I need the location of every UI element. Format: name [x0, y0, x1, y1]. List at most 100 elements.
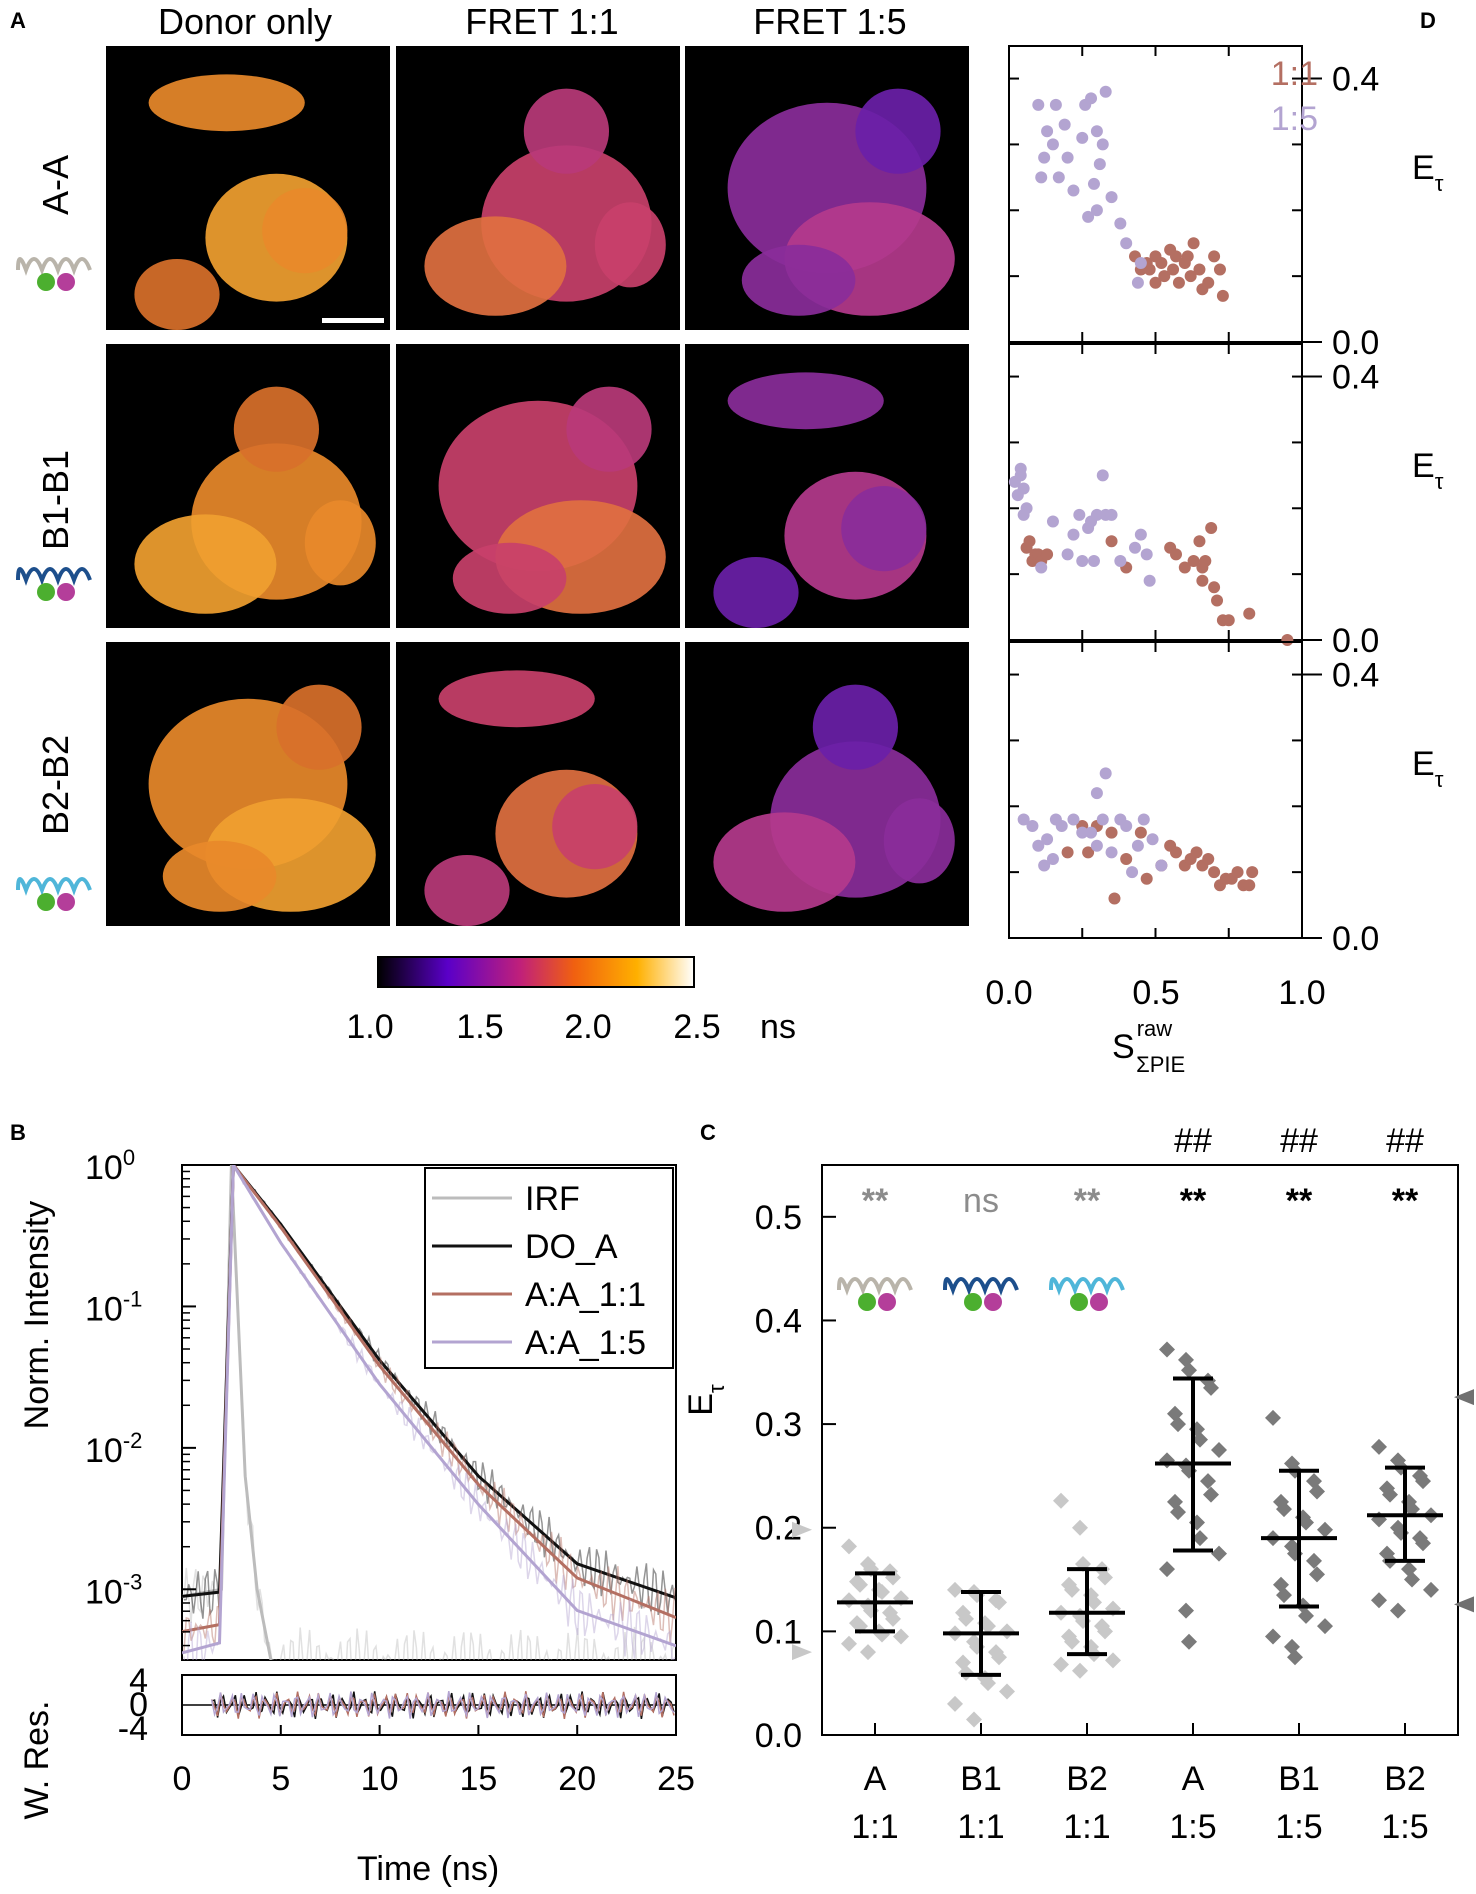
cell-region: [594, 202, 666, 288]
d-point-1-5: [1143, 574, 1156, 587]
d-ytick-0-0: 0.0: [1332, 622, 1379, 660]
d-point-1-1: [1193, 263, 1206, 276]
d-point-1-5: [1131, 839, 1144, 852]
d-point-1-5: [1041, 833, 1054, 846]
d-point-1-5: [1105, 191, 1118, 204]
cell-region: [566, 386, 652, 472]
c-point: [1203, 1486, 1219, 1503]
c-sig-hash-3: ##: [1174, 1122, 1212, 1160]
d-point-1-5: [1085, 826, 1098, 839]
c-point: [980, 1675, 996, 1692]
acceptor-dot: [984, 1293, 1002, 1311]
d-point-1-5: [1120, 237, 1133, 250]
d-ytick-0-0: 0.0: [1332, 920, 1379, 958]
d-point-1-1: [1149, 276, 1162, 289]
c-point: [1072, 1519, 1088, 1536]
c-point: [1423, 1581, 1439, 1598]
d-point-1-1: [1082, 846, 1095, 859]
d-y-axis-title: Eτ: [1412, 149, 1444, 196]
b-trace-noise-0: [183, 1166, 676, 1660]
d-point-1-1: [1105, 535, 1118, 548]
d-point-1-5: [1061, 151, 1074, 164]
cell-region: [727, 372, 884, 430]
d-point-1-1: [1281, 634, 1294, 646]
c-xlabel-top-0: A: [864, 1760, 887, 1798]
d-y-axis-title: Eτ: [1412, 447, 1444, 494]
b-ytick-label-0: 100: [85, 1145, 135, 1187]
donor-dot: [1070, 1293, 1088, 1311]
c-point: [1170, 1504, 1186, 1521]
c-point: [1159, 1452, 1175, 1469]
d-point-1-5: [1085, 92, 1098, 105]
d-point-1-5: [1046, 138, 1059, 151]
d-point-1-5: [1128, 541, 1141, 554]
panel-c-dotplot: 0.00.10.20.30.40.5A1:1**B11:1nsB21:1**A1…: [755, 1122, 1474, 1846]
c-point: [893, 1628, 909, 1645]
cell-region: [883, 798, 955, 884]
b-residual-tick-2: -4: [118, 1710, 148, 1748]
d-point-1-1: [1187, 554, 1200, 567]
d-ytick-0-4: 0.4: [1332, 359, 1379, 397]
c-point: [1200, 1473, 1216, 1490]
d-point-1-5: [1073, 508, 1086, 521]
d-point-1-1: [1170, 846, 1183, 859]
c-point: [1415, 1473, 1431, 1490]
b-xtick-label-3: 15: [459, 1760, 497, 1798]
receptor-loops: [837, 1277, 913, 1296]
cell-region: [452, 542, 567, 614]
donor-dot: [964, 1293, 982, 1311]
d-point-1-5: [1120, 820, 1133, 833]
cell-region: [438, 670, 595, 728]
c-point: [1072, 1662, 1088, 1679]
c-point: [980, 1618, 996, 1635]
d-point-1-1: [1134, 826, 1147, 839]
d-point-1-5: [1099, 767, 1112, 780]
c-point: [1317, 1521, 1333, 1538]
d-point-1-5: [1090, 787, 1103, 800]
c-arrow-marker-right: [1454, 1596, 1474, 1613]
d-point-1-5: [1134, 528, 1147, 541]
c-point: [1053, 1656, 1069, 1673]
d-point-1-1: [1222, 614, 1235, 627]
d-point-1-5: [1067, 813, 1080, 826]
flim-image-r2-c1: [106, 344, 390, 628]
d-point-1-1: [1199, 554, 1212, 567]
d-point-1-1: [1202, 276, 1215, 289]
b-residual-axis-title: W. Res.: [18, 1700, 56, 1819]
c-xlabel-top-4: B1: [1278, 1760, 1320, 1798]
b-xtick-label-1: 5: [271, 1760, 290, 1798]
c-sig-star-2: **: [1074, 1182, 1101, 1220]
c-receptor-icon-1: [837, 1277, 913, 1311]
d-point-1-1: [1208, 581, 1221, 594]
b-curves: [182, 1165, 676, 1660]
panel-label-b: B: [10, 1120, 26, 1145]
c-point: [1390, 1602, 1406, 1619]
legend-d-1-5: 1:5: [1271, 100, 1318, 138]
d-point-1-5: [1134, 256, 1147, 269]
d-point-1-5: [1058, 118, 1071, 131]
d-frame-2: [1008, 343, 1303, 641]
d-ytick-0-4: 0.4: [1332, 61, 1379, 99]
d-point-1-1: [1170, 250, 1183, 263]
c-xlabel-top-1: B1: [960, 1760, 1002, 1798]
c-xlabel-bottom-0: 1:1: [851, 1808, 898, 1846]
d-point-1-1: [1172, 276, 1185, 289]
cell-region: [304, 500, 376, 586]
c-point: [1159, 1341, 1175, 1358]
d-point-1-1: [1231, 866, 1244, 879]
d-point-1-1: [1211, 594, 1224, 607]
c-point: [841, 1538, 857, 1555]
cell-region: [713, 557, 799, 628]
d-point-1-1: [1178, 561, 1191, 574]
d-point-1-5: [1014, 462, 1027, 475]
c-xlabel-top-3: A: [1182, 1760, 1205, 1798]
d-point-1-1: [1140, 872, 1153, 885]
flim-image-r3-c2: [396, 642, 680, 926]
flim-image-grid: [106, 46, 969, 926]
cell-region: [424, 216, 567, 316]
flim-image-r3-c1: [106, 642, 390, 926]
c-point: [1203, 1379, 1219, 1396]
d-point-1-1: [1167, 263, 1180, 276]
d-point-1-5: [1052, 171, 1065, 184]
